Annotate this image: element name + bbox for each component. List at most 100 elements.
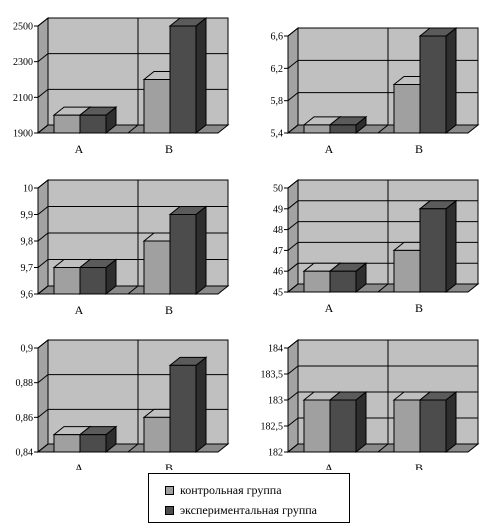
legend-label-experimental: экспериментальная группа — [180, 502, 318, 517]
y-tick-label: 47 — [273, 246, 283, 257]
bar-front — [303, 270, 331, 293]
bar-front — [143, 240, 171, 295]
bar-B-experimental — [418, 26, 458, 135]
grid-line-diag — [287, 391, 299, 401]
chart-panel-2: 5,4 5,8 6,2 6,6 A B — [271, 26, 480, 156]
y-tick-label: 2300 — [13, 57, 33, 68]
bar-front — [169, 364, 197, 453]
y-tick-label: 0,84 — [16, 448, 34, 459]
bar-A-experimental — [328, 390, 368, 454]
grid-line-diag — [37, 124, 49, 134]
x-category-label: B — [415, 301, 423, 315]
bar-A-experimental — [328, 262, 368, 294]
y-tick-label: 0,88 — [16, 378, 34, 389]
bar-side — [355, 390, 367, 454]
bar-B-experimental — [168, 16, 208, 135]
grid-line-diag — [37, 206, 49, 215]
y-tick-label: 2500 — [13, 22, 33, 33]
y-tick-label: 46 — [273, 267, 283, 278]
x-category-label: A — [325, 142, 334, 156]
side-wall — [287, 178, 299, 294]
grid-line-diag — [37, 408, 49, 418]
y-tick-label: 5,4 — [271, 129, 284, 140]
grid-line-diag — [287, 242, 299, 251]
y-tick-label: 6,2 — [271, 64, 284, 75]
grid-line-diag — [287, 262, 299, 272]
x-category-label: A — [325, 461, 334, 470]
bar-A-experimental — [78, 425, 118, 454]
bar-side — [445, 390, 457, 454]
category-divider-floor — [127, 285, 139, 295]
grid-line-diag — [37, 17, 49, 27]
bar-front — [303, 124, 331, 134]
grid-line-diag — [37, 53, 49, 63]
bar-front — [419, 208, 447, 293]
grid-line-diag — [287, 339, 299, 349]
grid-line-diag — [287, 124, 299, 134]
grid-line-diag — [37, 443, 49, 453]
grid-line-diag — [287, 221, 299, 230]
bar-side — [195, 205, 207, 296]
x-category-label: B — [165, 461, 173, 470]
chart-panel-6: 182 182,5 183 183,5 184 A B — [261, 338, 480, 470]
grid-line-diag — [37, 88, 49, 98]
bar-front — [79, 434, 107, 453]
category-divider-floor — [377, 283, 389, 293]
bar-front — [169, 25, 197, 134]
y-tick-label: 9,6 — [21, 290, 34, 301]
bar-side — [445, 199, 457, 294]
y-tick-label: 184 — [268, 344, 283, 355]
y-tick-label: 9,8 — [21, 237, 34, 248]
x-category-label: A — [75, 142, 84, 156]
category-divider-floor — [127, 443, 139, 453]
x-category-label: B — [165, 303, 173, 317]
legend: контрольная группа экспериментальная гру… — [148, 473, 350, 523]
grid-line-diag — [37, 232, 49, 242]
x-category-label: B — [415, 142, 423, 156]
grid-line-diag — [37, 179, 49, 189]
bar-B-experimental — [168, 356, 208, 454]
y-tick-label: 49 — [273, 204, 283, 215]
y-tick-label: 48 — [273, 225, 283, 236]
bar-A-experimental — [78, 106, 118, 135]
y-tick-label: 182 — [268, 448, 283, 459]
legend-item-experimental: экспериментальная группа — [165, 502, 317, 518]
bar-side — [195, 356, 207, 454]
bar-A-experimental — [78, 258, 118, 296]
bar-front — [53, 114, 81, 134]
bar-B-experimental — [418, 199, 458, 294]
grid-line-diag — [37, 285, 49, 295]
legend-swatch-experimental — [165, 505, 174, 515]
side-wall — [287, 26, 299, 135]
bar-front — [329, 270, 357, 293]
legend-label-control: контрольная группа — [180, 482, 282, 497]
y-tick-label: 45 — [273, 288, 283, 299]
grid-line-diag — [37, 259, 49, 268]
y-tick-label: 9,9 — [21, 210, 34, 221]
y-tick-label: 182,5 — [261, 422, 284, 433]
bar-front — [393, 249, 421, 293]
y-tick-label: 9,7 — [21, 263, 34, 274]
y-tick-label: 183 — [268, 396, 283, 407]
y-tick-label: 50 — [273, 184, 283, 195]
y-tick-label: 0,9 — [21, 344, 34, 355]
category-divider-floor — [127, 124, 139, 134]
bar-front — [169, 214, 197, 295]
bar-front — [143, 416, 171, 453]
legend-item-control: контрольная группа — [165, 482, 282, 498]
x-category-label: A — [75, 461, 84, 470]
grid-line-diag — [287, 27, 299, 37]
bar-front — [419, 399, 447, 453]
x-category-label: A — [325, 301, 334, 315]
bar-front — [393, 84, 421, 134]
grid-line-diag — [287, 365, 299, 375]
y-tick-label: 0,86 — [16, 413, 34, 424]
chart-panel-5: 0,84 0,86 0,88 0,9 A B — [16, 338, 230, 470]
y-tick-label: 5,8 — [271, 96, 284, 107]
x-category-label: B — [415, 461, 423, 470]
category-divider-floor — [377, 124, 389, 134]
y-tick-label: 1900 — [13, 129, 33, 140]
bar-side — [195, 16, 207, 135]
bar-front — [329, 399, 357, 453]
